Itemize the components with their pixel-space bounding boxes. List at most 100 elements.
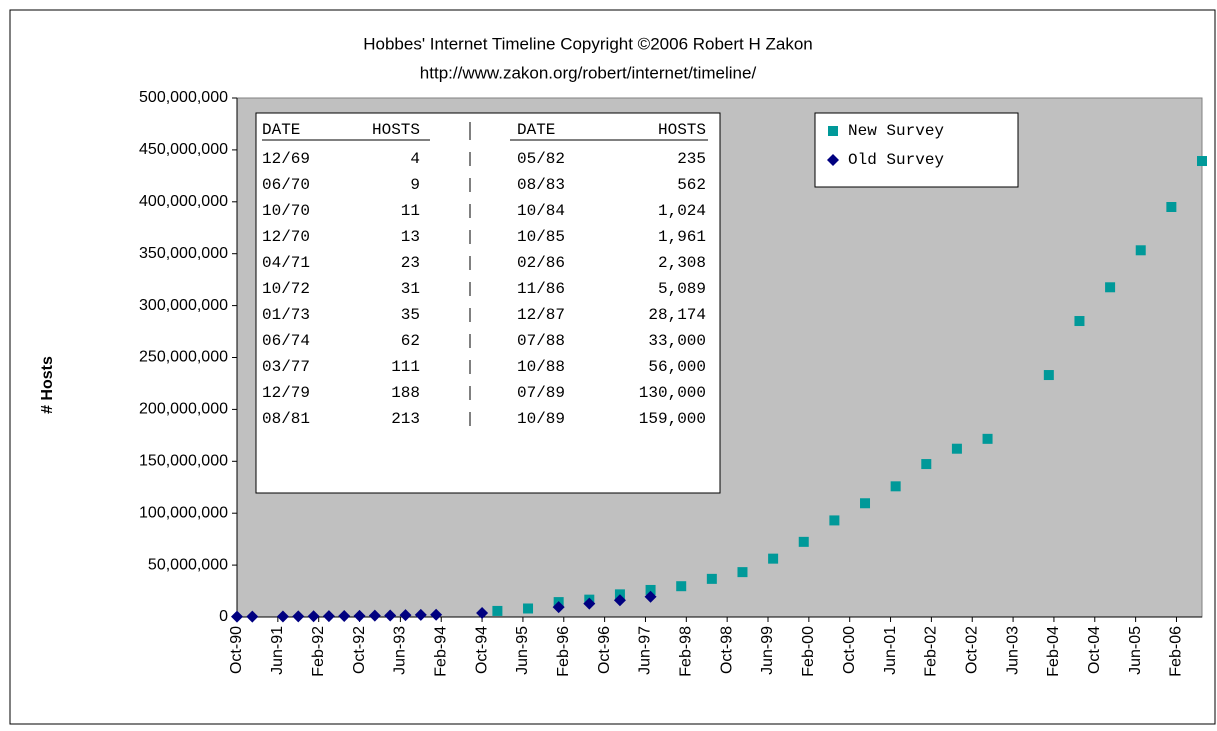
table-cell: 111: [391, 358, 420, 376]
x-tick-label: Oct-00: [841, 626, 858, 674]
table-cell: 02/86: [517, 254, 565, 272]
y-tick-label: 450,000,000: [139, 141, 228, 158]
x-tick-label: Feb-94: [432, 626, 449, 677]
table-cell: 10/70: [262, 202, 310, 220]
legend-label: Old Survey: [848, 151, 944, 169]
table-cell: 12/79: [262, 384, 310, 402]
table-cell: 11: [401, 202, 420, 220]
x-tick-label: Jun-91: [269, 626, 286, 675]
point: [676, 581, 687, 592]
point: [430, 608, 443, 621]
point: [1197, 156, 1207, 167]
x-tick-label: Jun-01: [882, 626, 899, 675]
y-tick-label: 200,000,000: [139, 401, 228, 418]
table-cell: 10/88: [517, 358, 565, 376]
point: [890, 481, 901, 492]
table-cell: 04/71: [262, 254, 310, 272]
point: [492, 605, 503, 616]
point: [644, 590, 657, 603]
point: [737, 567, 748, 578]
point: [476, 606, 489, 619]
point: [523, 603, 534, 614]
y-tick-label: 0: [219, 608, 228, 625]
table-cell: 06/74: [262, 332, 310, 350]
x-tick-label: Oct-94: [473, 626, 490, 674]
point: [322, 610, 335, 623]
point: [384, 609, 397, 622]
table-header: HOSTS: [658, 121, 706, 139]
y-axis-label: # Hosts: [39, 356, 56, 414]
point: [860, 498, 871, 509]
chart-title: Hobbes' Internet Timeline Copyright ©200…: [363, 34, 813, 53]
legend-marker: [828, 126, 838, 136]
x-tick-label: Oct-02: [963, 626, 980, 674]
table-cell: 08/83: [517, 176, 565, 194]
table-cell: 33,000: [648, 332, 706, 350]
x-tick-label: Oct-90: [228, 626, 245, 674]
table-cell: 03/77: [262, 358, 310, 376]
table-cell: 12/87: [517, 306, 565, 324]
table-cell: 10/85: [517, 228, 565, 246]
chart-subtitle: http://www.zakon.org/robert/internet/tim…: [420, 63, 757, 82]
table-cell: 31: [401, 280, 420, 298]
point: [231, 610, 243, 623]
point: [982, 433, 993, 444]
table-cell: 10/84: [517, 202, 565, 220]
x-tick-label: Jun-95: [514, 626, 531, 675]
point: [1135, 245, 1146, 256]
x-tick-label: Oct-96: [596, 626, 613, 674]
point: [368, 609, 381, 622]
table-cell: 188: [391, 384, 420, 402]
y-tick-label: 400,000,000: [139, 193, 228, 210]
x-tick-label: Jun-93: [392, 626, 409, 675]
table-cell: 07/88: [517, 332, 565, 350]
table-cell: 01/73: [262, 306, 310, 324]
x-tick-label: Oct-92: [351, 626, 368, 674]
point: [645, 584, 656, 595]
point: [1105, 282, 1116, 293]
table-cell: 10/89: [517, 410, 565, 428]
table-cell: 05/82: [517, 150, 565, 168]
table-cell: 213: [391, 410, 420, 428]
point: [951, 443, 962, 454]
point: [338, 609, 351, 622]
table-cell: 35: [401, 306, 420, 324]
x-tick-label: Jun-03: [1004, 626, 1021, 675]
table-cell: 10/72: [262, 280, 310, 298]
table-cell: 5,089: [658, 280, 706, 298]
table-cell: 235: [677, 150, 706, 168]
x-tick-label: Feb-92: [310, 626, 327, 677]
y-tick-label: 300,000,000: [139, 297, 228, 314]
x-tick-label: Feb-00: [800, 626, 817, 677]
x-tick-label: Jun-97: [637, 626, 654, 675]
y-tick-label: 350,000,000: [139, 245, 228, 262]
y-tick-label: 250,000,000: [139, 349, 228, 366]
y-tick-label: 150,000,000: [139, 453, 228, 470]
table-cell: 08/81: [262, 410, 310, 428]
table-cell: 12/69: [262, 150, 310, 168]
y-tick-label: 100,000,000: [139, 504, 228, 521]
table-header: DATE: [517, 121, 555, 139]
point: [798, 536, 809, 547]
x-tick-label: Feb-02: [923, 626, 940, 677]
table-cell: 23: [401, 254, 420, 272]
table-header: DATE: [262, 121, 300, 139]
point: [307, 610, 320, 623]
point: [276, 610, 289, 623]
table-cell: 159,000: [639, 410, 706, 428]
table-cell: 9: [410, 176, 420, 194]
table-cell: 2,308: [658, 254, 706, 272]
point: [1166, 201, 1177, 212]
point: [414, 608, 427, 621]
table-cell: 12/70: [262, 228, 310, 246]
table-cell: 1,024: [658, 202, 706, 220]
point: [829, 515, 840, 526]
table-cell: 28,174: [648, 306, 706, 324]
point: [292, 610, 305, 623]
point: [552, 601, 565, 614]
table-cell: 13: [401, 228, 420, 246]
table-cell: 130,000: [639, 384, 706, 402]
table-cell: 11/86: [517, 280, 565, 298]
point: [1043, 370, 1054, 381]
point: [706, 573, 717, 584]
